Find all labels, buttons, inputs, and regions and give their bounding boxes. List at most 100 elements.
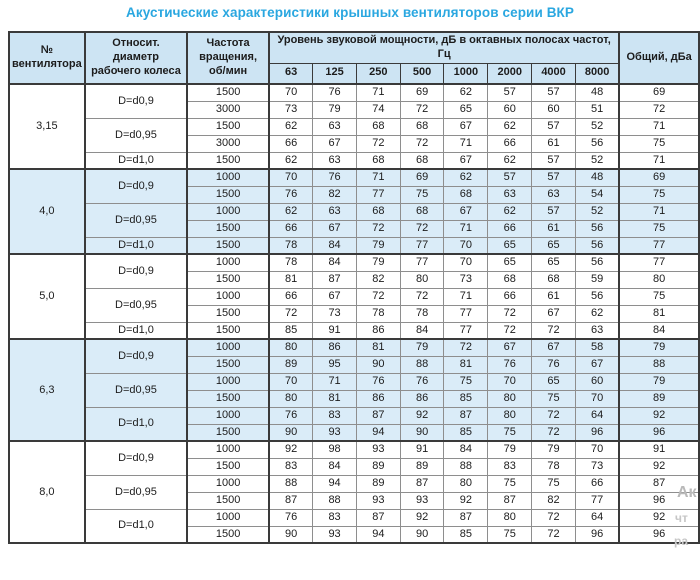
level-cell: 67 — [312, 219, 357, 238]
level-cell: 84 — [312, 236, 357, 255]
rpm-cell: 1500 — [186, 304, 270, 323]
level-cell: 56 — [574, 287, 621, 306]
level-cell: 67 — [574, 355, 621, 374]
rpm-cell: 1500 — [186, 185, 270, 204]
rpm-cell: 1000 — [186, 474, 270, 493]
acoustic-characteristics-table: № вентилятора Относит. диаметр рабочего … — [8, 31, 700, 544]
level-cell: 63 — [487, 185, 533, 204]
rpm-cell: 1500 — [186, 83, 270, 102]
level-cell: 58 — [574, 338, 621, 357]
level-cell: 62 — [268, 151, 314, 170]
table-row: D=d1,0 1500 85 91 86 84 77 72 72 63 84 — [9, 321, 700, 340]
level-cell: 83 — [268, 457, 314, 476]
total-cell: 75 — [618, 219, 700, 238]
level-cell: 88 — [312, 491, 357, 510]
rpm-cell: 1000 — [186, 253, 270, 272]
level-cell: 70 — [487, 372, 533, 391]
total-cell: 71 — [618, 202, 700, 221]
level-cell: 88 — [399, 355, 445, 374]
level-cell: 72 — [531, 423, 576, 442]
level-cell: 52 — [574, 151, 621, 170]
level-cell: 93 — [312, 525, 357, 544]
total-cell: 77 — [618, 253, 700, 272]
level-cell: 87 — [487, 491, 533, 510]
level-cell: 59 — [574, 270, 621, 289]
total-cell: 80 — [618, 270, 700, 289]
level-cell: 57 — [487, 83, 533, 102]
diameter-cell: D=d0,9 — [84, 168, 189, 204]
level-cell: 52 — [574, 117, 621, 136]
level-cell: 72 — [399, 100, 445, 119]
level-cell: 87 — [443, 406, 489, 425]
level-cell: 62 — [443, 83, 489, 102]
level-cell: 75 — [443, 372, 489, 391]
rpm-cell: 1500 — [186, 151, 270, 170]
level-cell: 80 — [399, 270, 445, 289]
level-cell: 89 — [268, 355, 314, 374]
level-cell: 81 — [443, 355, 489, 374]
level-cell: 88 — [443, 457, 489, 476]
diameter-cell: D=d1,0 — [84, 406, 189, 442]
watermark-fragment: Ак — [677, 484, 697, 501]
freq-header-8000: 8000 — [574, 62, 621, 85]
table-row: 3,15 D=d0,9 1500 70 76 71 69 62 57 57 48 69 — [8, 83, 700, 170]
rpm-cell: 1500 — [186, 457, 270, 476]
table-row: 1500 87 88 93 93 92 87 82 77 96 — [9, 491, 700, 510]
level-cell: 73 — [312, 304, 357, 323]
table-body: 3,15 D=d0,9 1500 70 76 71 69 62 57 57 48 69 3000 73 79… — [8, 83, 700, 544]
level-cell: 92 — [399, 406, 445, 425]
level-cell: 71 — [443, 287, 489, 306]
diameter-cell: D=d0,95 — [84, 117, 189, 153]
level-cell: 71 — [443, 219, 489, 238]
col-header-total: Общий, дБа — [618, 31, 700, 85]
table-row: D=d0,95 1000 70 71 76 76 75 70 65 60 79 — [9, 372, 700, 408]
total-cell: 75 — [618, 185, 700, 204]
fan-number-cell: 3,15 — [8, 83, 86, 170]
total-cell: 75 — [618, 287, 700, 306]
level-cell: 92 — [399, 508, 445, 527]
level-cell: 66 — [487, 219, 533, 238]
total-cell: 81 — [618, 304, 700, 323]
level-cell: 79 — [355, 236, 401, 255]
table-row: D=d1,0 1500 62 63 68 68 67 62 57 52 71 — [9, 151, 700, 170]
rpm-cell: 1500 — [186, 219, 270, 238]
level-cell: 57 — [531, 202, 576, 221]
rpm-cell: 1500 — [186, 355, 270, 374]
level-cell: 80 — [268, 389, 314, 408]
rpm-cell: 1000 — [186, 338, 270, 357]
total-cell: 79 — [618, 338, 700, 357]
level-cell: 66 — [487, 287, 533, 306]
diameter-cell: D=d0,95 — [84, 287, 189, 323]
level-cell: 63 — [531, 185, 576, 204]
level-cell: 93 — [355, 440, 401, 459]
level-cell: 75 — [399, 185, 445, 204]
level-cell: 72 — [487, 304, 533, 323]
level-cell: 85 — [443, 525, 489, 544]
rpm-cell: 3000 — [186, 100, 270, 119]
level-cell: 68 — [399, 202, 445, 221]
level-cell: 80 — [487, 389, 533, 408]
level-cell: 70 — [268, 372, 314, 391]
level-cell: 75 — [531, 474, 576, 493]
level-cell: 60 — [574, 372, 621, 391]
level-cell: 93 — [312, 423, 357, 442]
level-cell: 80 — [443, 474, 489, 493]
level-cell: 78 — [355, 304, 401, 323]
level-cell: 92 — [268, 440, 314, 459]
level-cell: 64 — [574, 508, 621, 527]
total-cell: 69 — [618, 168, 700, 187]
level-cell: 78 — [531, 457, 576, 476]
level-cell: 75 — [487, 474, 533, 493]
table-row: D=d1,0 1000 76 83 87 92 87 80 72 64 92 — [9, 508, 700, 544]
level-cell: 83 — [487, 457, 533, 476]
level-cell: 70 — [574, 440, 621, 459]
level-cell: 51 — [574, 100, 621, 119]
diameter-cell: D=d0,95 — [84, 474, 189, 510]
level-cell: 72 — [355, 134, 401, 153]
table-row: D=d0,95 1000 66 67 72 72 71 66 61 56 75 — [9, 287, 700, 323]
level-cell: 93 — [399, 491, 445, 510]
level-cell: 93 — [355, 491, 401, 510]
level-cell: 56 — [574, 219, 621, 238]
level-cell: 86 — [355, 389, 401, 408]
col-header-diameter: Относит. диаметр рабочего колеса — [84, 31, 189, 85]
